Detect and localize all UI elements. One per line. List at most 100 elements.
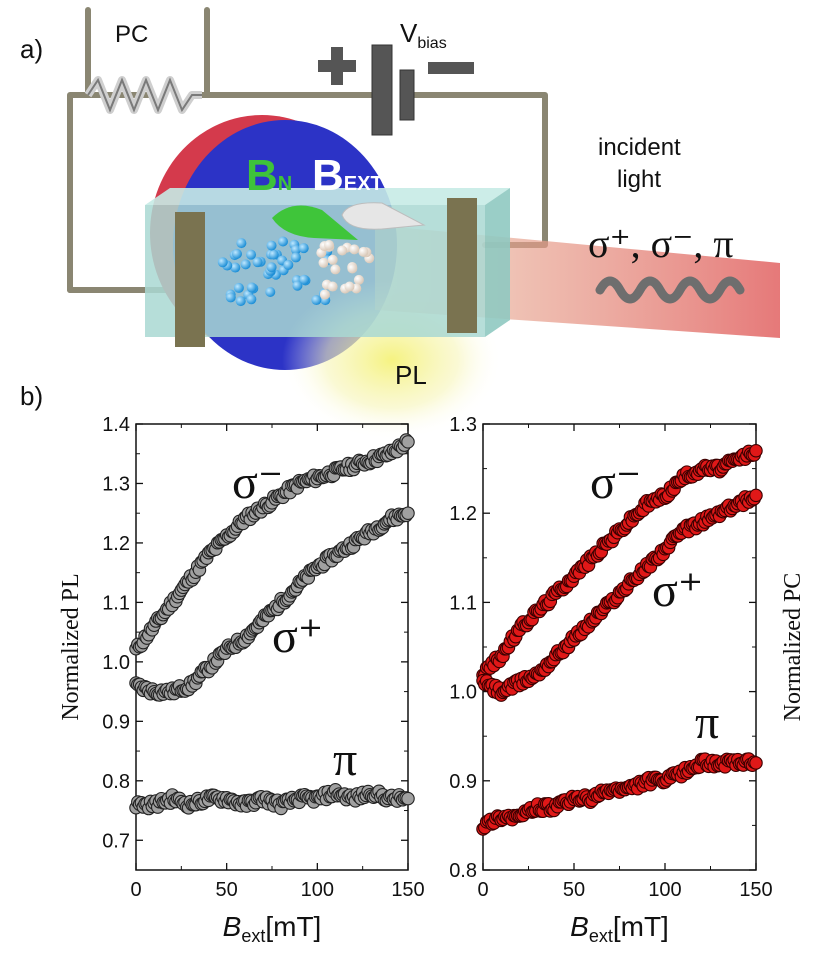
electron-dot [246,249,257,260]
panel-b-label: b) [20,381,43,411]
y-tick-label: 0.9 [102,711,130,733]
electron-dot [299,274,310,285]
polarized-light-helix-icon [595,276,745,304]
electron-dot [240,259,251,270]
excited-carrier-dot [344,281,355,292]
x-tick-label: 0 [130,879,141,901]
y-tick-label: 0.8 [449,860,477,882]
electron-dot [277,236,288,247]
data-point [749,488,763,503]
pc-label: PC [115,21,148,48]
y-tick-label: 1.3 [449,414,477,436]
x-tick-label: 0 [477,879,488,901]
series-sigma-plus [129,506,415,702]
x-tick-label: 100 [648,879,681,901]
data-point [749,756,763,770]
data-point [749,444,763,458]
sample-slab [145,188,510,347]
pl-label: PL [395,360,427,390]
y-tick-label: 1.2 [449,503,477,525]
series-label: σ⁺ [652,564,703,617]
y-tick-label: 0.7 [102,830,130,852]
bn-label: BN [246,151,292,200]
x-tick-label: 50 [563,879,585,901]
y-tick-label: 0.8 [102,771,130,793]
polarizations-label: σ⁺, σ⁻, π [588,221,734,266]
electron-dot [246,282,257,293]
series-pi [129,783,415,816]
electron-dot [235,296,246,307]
series-label: π [695,696,719,749]
series-sigma-plus [476,488,763,702]
right-electrode [447,198,477,333]
y-axis-label: Normalized PC [780,573,806,722]
panel-a-schematic: a) PC Vbias [20,7,780,440]
series-label: π [333,733,357,786]
electron-dot [266,240,277,251]
data-point [401,506,415,520]
data-point [401,791,415,806]
circuit-wires [67,7,548,293]
electron-dot [231,248,242,259]
electron-dot [283,259,294,270]
electron-dot [290,244,301,255]
x-tick-label: 150 [739,879,772,901]
incident-label-line1: incident [598,134,681,161]
series-label: σ⁻ [590,456,641,509]
electron-dot [290,252,301,263]
battery-icon [318,44,474,136]
x-tick-label: 150 [391,879,424,901]
y-tick-label: 1.0 [449,682,477,704]
resistor-icon [84,76,202,114]
panel-a-label: a) [20,34,43,64]
excited-carrier-dot [327,254,338,265]
bext-arrow-icon [341,202,426,230]
bext-label: BEXT [312,151,383,200]
electron-dot [246,294,257,305]
electron-dot [236,238,247,249]
x-tick-label: 50 [216,879,238,901]
series-pi [476,752,763,836]
electron-dot [252,257,263,268]
excited-carrier-dot [318,257,329,268]
series-sigma-minus [129,433,415,656]
series-label: σ⁻ [232,456,283,509]
x-tick-label: 100 [301,879,334,901]
excited-carrier-dot [347,263,358,274]
pl-chart: 0.7 0.8 0.9 1.0 1.1 1.2 1.3 1.4 0 50 100 150 Bext[mT… [58,414,425,946]
excited-carrier-dot [319,289,330,300]
excited-carrier-dot [327,281,338,292]
bn-arrow-icon [272,205,358,240]
x-axis-label: Bext[mT] [570,911,669,946]
excited-carrier-dot [324,240,335,251]
electron-dot [298,243,309,254]
electron-dot [217,257,228,268]
excited-carrier-dot [330,264,341,275]
electron-dot [265,286,276,297]
pc-chart: 0.8 0.9 1.0 1.1 1.2 1.3 0 50 100 150 Bext[mT] Norma… [449,414,806,946]
vbias-label: Vbias [400,18,447,52]
excited-carrier-dot [353,274,364,285]
y-axis-label: Normalized PL [58,573,84,720]
y-tick-label: 1.4 [102,414,130,436]
electron-dot [268,249,279,260]
electron-dot [233,282,244,293]
series-label: σ⁺ [272,610,323,663]
electron-dot [225,292,236,303]
series-sigma-minus [476,444,763,682]
y-tick-label: 1.1 [449,592,477,614]
y-tick-label: 1.1 [102,592,130,614]
data-point [401,435,415,449]
electron-dot [266,262,277,273]
electron-dot [292,280,303,291]
excited-carrier-dot [337,245,348,256]
y-tick-label: 1.2 [102,533,130,555]
electron-dot [230,262,241,273]
carrier-dots [217,236,375,307]
left-electrode [175,212,205,347]
x-axis-label: Bext[mT] [223,911,322,946]
y-tick-label: 1.3 [102,473,130,495]
y-tick-label: 1.0 [102,652,130,674]
excited-carrier-dot [349,244,360,255]
